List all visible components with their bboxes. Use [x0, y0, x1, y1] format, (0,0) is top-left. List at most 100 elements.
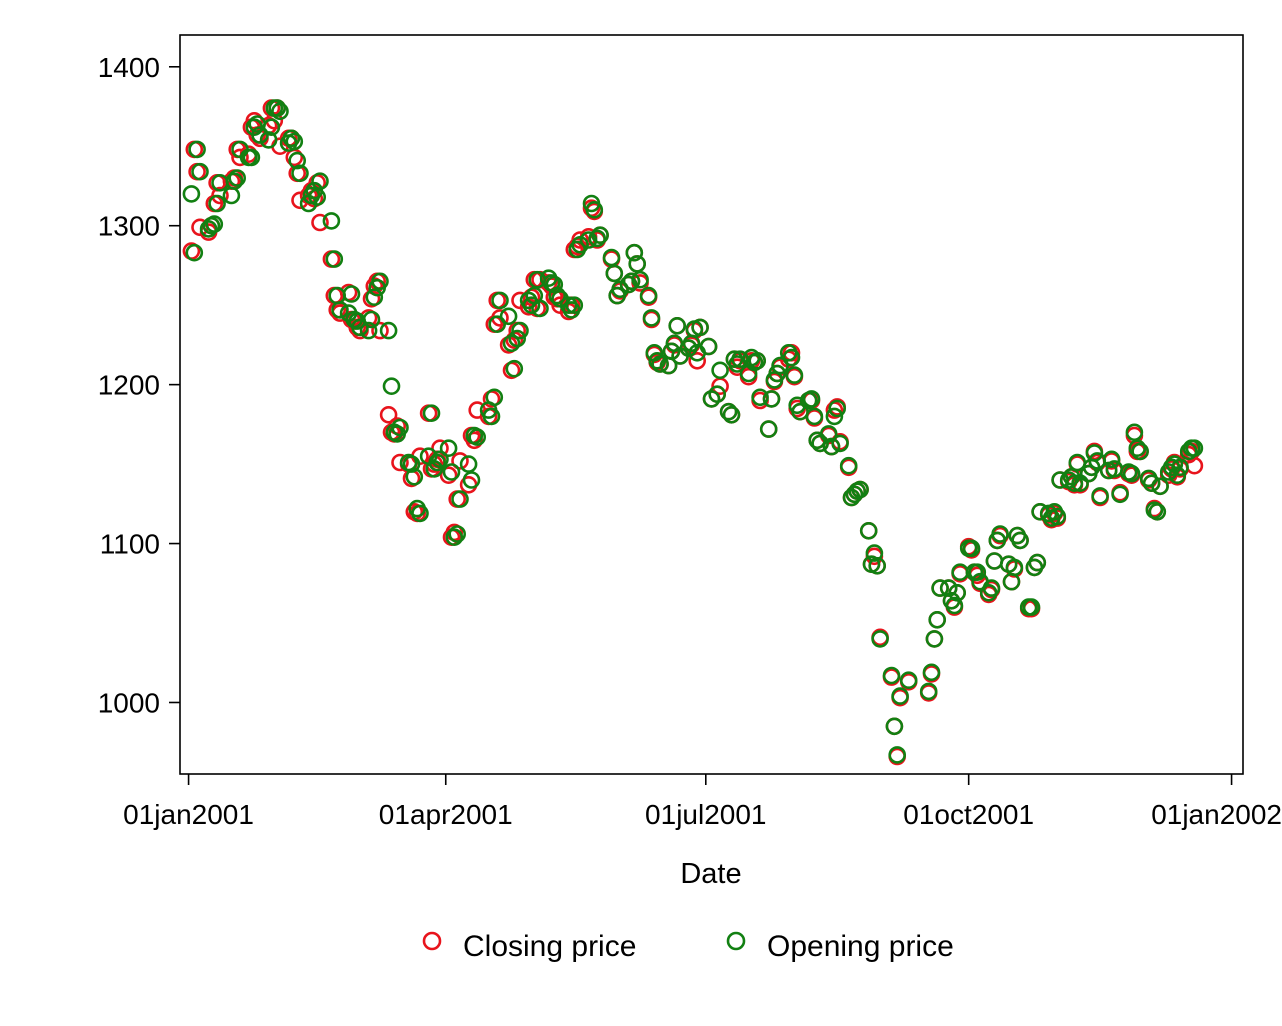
data-point	[688, 351, 707, 370]
data-point	[785, 366, 804, 384]
data-point	[428, 453, 447, 472]
data-point	[359, 321, 378, 340]
data-point	[208, 194, 226, 213]
plot-frame	[179, 34, 1244, 775]
data-point	[1085, 444, 1104, 462]
data-point	[722, 405, 741, 424]
data-point	[882, 666, 901, 685]
data-point	[488, 315, 507, 334]
data-point	[868, 556, 887, 575]
data-point	[231, 148, 249, 167]
data-point	[371, 321, 389, 340]
data-point	[511, 321, 529, 340]
data-point	[445, 528, 464, 547]
data-point	[748, 351, 767, 370]
data-point	[225, 172, 244, 190]
series-closing-price	[182, 99, 1204, 766]
data-point	[531, 299, 549, 318]
data-point	[822, 437, 841, 456]
data-point	[602, 248, 621, 267]
data-point	[1071, 474, 1089, 493]
data-point	[611, 280, 629, 299]
data-point	[762, 390, 781, 408]
data-point	[662, 342, 681, 361]
data-point	[871, 630, 889, 648]
data-point	[1005, 558, 1024, 577]
data-point	[191, 162, 209, 181]
data-point	[325, 250, 344, 268]
data-point	[948, 583, 967, 602]
data-point	[931, 579, 949, 597]
data-points	[182, 99, 1204, 766]
data-point	[331, 301, 349, 319]
y-tick-label: 1200	[98, 370, 160, 401]
data-point	[708, 385, 727, 404]
data-point	[285, 132, 304, 151]
y-tick-label: 1000	[98, 687, 160, 718]
data-point	[1185, 439, 1204, 458]
data-point	[1171, 458, 1189, 477]
data-point	[379, 405, 398, 424]
data-point	[919, 682, 938, 701]
x-axis-title: Date	[680, 858, 741, 890]
y-tick-label: 1300	[98, 211, 160, 242]
data-point	[351, 318, 369, 337]
data-point	[1128, 439, 1147, 458]
data-point	[205, 215, 224, 233]
x-axis: 01jan2001 01apr2001 01jul2001 01oct2001 01ja…	[123, 774, 1282, 830]
data-point	[968, 563, 987, 582]
data-point	[365, 288, 384, 307]
data-point	[545, 275, 564, 294]
data-point	[371, 272, 389, 291]
data-point	[699, 337, 718, 356]
x-tick-label: 01oct2001	[903, 799, 1034, 830]
x-tick-label: 01jul2001	[645, 799, 766, 830]
y-tick-label: 1400	[98, 52, 160, 83]
data-point	[402, 455, 421, 473]
data-point	[782, 348, 801, 367]
data-point	[431, 450, 449, 469]
x-tick-label: 01apr2001	[379, 799, 513, 830]
data-point	[228, 169, 246, 187]
data-point	[922, 663, 941, 682]
data-point	[391, 418, 409, 437]
data-point	[648, 351, 667, 370]
data-point	[491, 291, 509, 310]
data-point	[1091, 487, 1109, 505]
data-point	[439, 466, 458, 485]
data-point	[268, 99, 287, 117]
data-point	[828, 399, 847, 418]
data-point	[1028, 553, 1047, 572]
data-point	[768, 364, 787, 383]
data-point	[1148, 502, 1167, 521]
data-point	[451, 490, 469, 508]
data-point	[925, 630, 944, 648]
data-point	[468, 428, 487, 446]
data-point	[802, 390, 821, 408]
data-point	[322, 212, 341, 230]
data-point	[1131, 442, 1149, 461]
data-point	[1011, 531, 1029, 550]
data-point	[859, 521, 878, 540]
data-point	[631, 270, 649, 289]
data-point	[622, 272, 641, 291]
data-point	[308, 188, 327, 206]
data-point	[522, 296, 541, 315]
data-point	[962, 539, 981, 558]
data-point	[379, 321, 398, 340]
data-point	[668, 316, 687, 335]
data-point	[851, 480, 869, 499]
data-point	[405, 467, 424, 486]
data-point	[591, 226, 609, 244]
data-point	[1065, 474, 1084, 493]
data-point	[1022, 598, 1041, 616]
y-axis: 1000 1100 1200 1300 1400	[98, 52, 180, 718]
data-point	[899, 671, 918, 690]
data-point	[271, 102, 289, 121]
data-point	[691, 318, 709, 337]
data-point	[625, 243, 644, 262]
data-point	[1048, 507, 1067, 526]
data-point	[182, 185, 201, 203]
legend: Closing price Opening price	[422, 930, 954, 963]
data-point	[222, 186, 241, 205]
